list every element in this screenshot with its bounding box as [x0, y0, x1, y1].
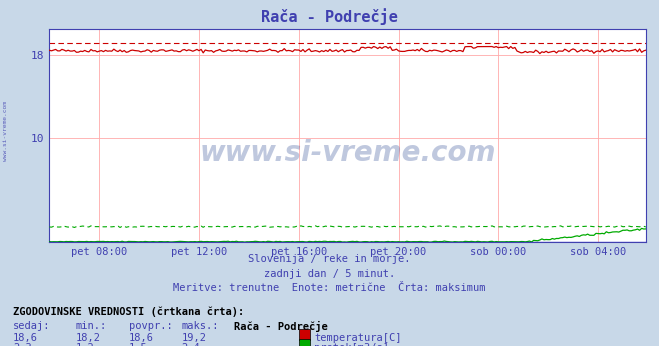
- Text: Slovenija / reke in morje.: Slovenija / reke in morje.: [248, 254, 411, 264]
- Text: Meritve: trenutne  Enote: metrične  Črta: maksimum: Meritve: trenutne Enote: metrične Črta: …: [173, 283, 486, 293]
- Text: 18,2: 18,2: [76, 333, 101, 343]
- Text: Rača - Podrečje: Rača - Podrečje: [261, 9, 398, 26]
- Text: povpr.:: povpr.:: [129, 321, 172, 331]
- Text: 1,2: 1,2: [76, 343, 94, 346]
- Text: pretok[m3/s]: pretok[m3/s]: [314, 343, 389, 346]
- Text: 19,2: 19,2: [181, 333, 206, 343]
- Text: ZGODOVINSKE VREDNOSTI (črtkana črta):: ZGODOVINSKE VREDNOSTI (črtkana črta):: [13, 306, 244, 317]
- Text: zadnji dan / 5 minut.: zadnji dan / 5 minut.: [264, 269, 395, 279]
- Text: www.si-vreme.com: www.si-vreme.com: [200, 139, 496, 167]
- Text: 2,4: 2,4: [181, 343, 200, 346]
- Text: www.si-vreme.com: www.si-vreme.com: [3, 101, 8, 162]
- Text: maks.:: maks.:: [181, 321, 219, 331]
- Text: Rača - Podrečje: Rača - Podrečje: [234, 321, 328, 332]
- Text: 2,3: 2,3: [13, 343, 32, 346]
- Text: sedaj:: sedaj:: [13, 321, 51, 331]
- Text: temperatura[C]: temperatura[C]: [314, 333, 402, 343]
- Text: 18,6: 18,6: [13, 333, 38, 343]
- Text: 1,5: 1,5: [129, 343, 147, 346]
- Text: 18,6: 18,6: [129, 333, 154, 343]
- Text: min.:: min.:: [76, 321, 107, 331]
